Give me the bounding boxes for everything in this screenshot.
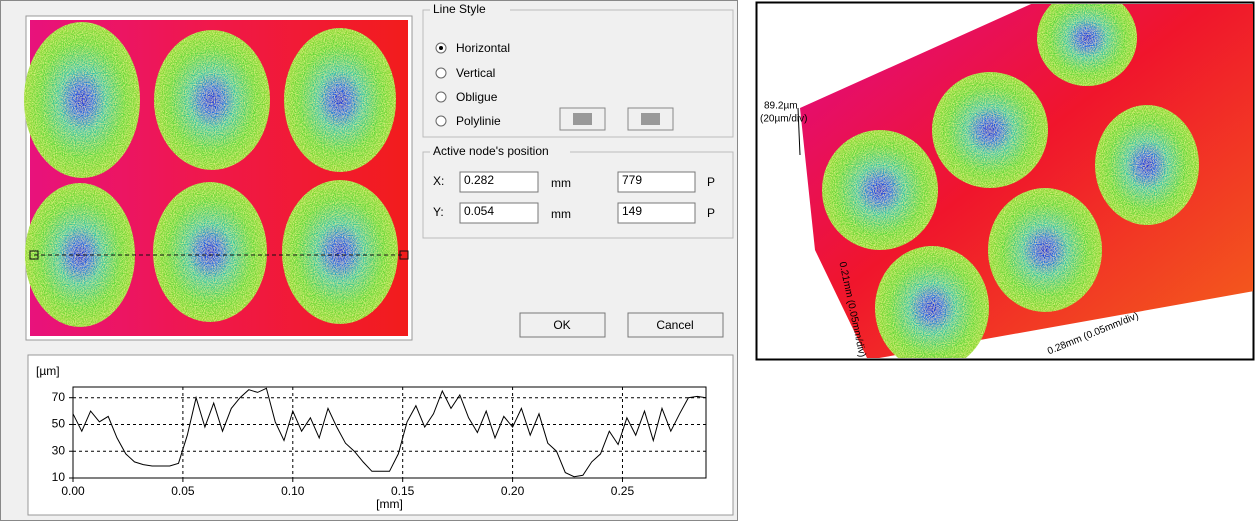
unit: mm (551, 176, 571, 190)
input-value[interactable]: 0.282 (464, 173, 494, 187)
radio[interactable] (436, 116, 446, 126)
y-tick-label: 70 (52, 390, 66, 404)
group-title: Active node's position (433, 144, 549, 158)
button-label[interactable]: OK (553, 318, 570, 332)
height-map (24, 20, 408, 336)
radio-label[interactable]: Obligue (456, 90, 498, 104)
field-label: X: (433, 174, 444, 188)
input-value[interactable]: 0.054 (464, 204, 494, 218)
radio-label[interactable]: Vertical (456, 66, 495, 80)
x-tick-label: 0.25 (611, 484, 635, 498)
x-tick-label: 0.15 (391, 484, 415, 498)
unit: P (707, 175, 715, 189)
screen: Line Style Horizontal Vertical Obligue P… (0, 0, 1255, 521)
radio[interactable] (436, 92, 446, 102)
z-label: 89.2µm (764, 101, 798, 112)
input-value[interactable]: 149 (622, 204, 642, 218)
x-tick-label: 0.00 (61, 484, 85, 498)
x-tick-label: 0.20 (501, 484, 525, 498)
input-value[interactable]: 779 (622, 173, 642, 187)
x-axis-label: [mm] (376, 497, 403, 511)
x-tick-label: 0.10 (281, 484, 305, 498)
x-tick-label: 0.05 (171, 484, 195, 498)
radio[interactable] (436, 68, 446, 78)
radio-label[interactable]: Horizontal (456, 41, 510, 55)
y-tick-label: 30 (52, 443, 66, 457)
page: Line Style Horizontal Vertical Obligue P… (0, 0, 1255, 526)
y-tick-label: 10 (52, 470, 66, 484)
radio-label[interactable]: Polylinie (456, 114, 501, 128)
z-scale: (20µm/div) (760, 114, 807, 125)
button-label[interactable]: Cancel (656, 318, 693, 332)
unit: P (707, 206, 715, 220)
field-label: Y: (433, 205, 444, 219)
unit: mm (551, 207, 571, 221)
y-axis-label: [µm] (36, 364, 60, 378)
group-title: Line Style (433, 2, 486, 16)
y-tick-label: 50 (52, 417, 66, 431)
